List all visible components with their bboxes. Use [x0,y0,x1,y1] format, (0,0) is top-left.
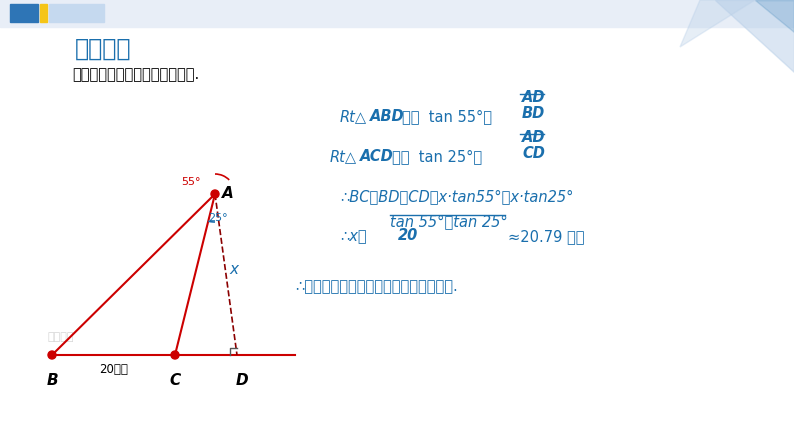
Circle shape [48,351,56,359]
Circle shape [171,351,179,359]
Text: 为师精品: 为师精品 [48,332,75,342]
Text: 你是怎样想的？与同伴进行交流.: 你是怎样想的？与同伴进行交流. [72,67,199,82]
Text: ABD: ABD [370,109,405,124]
Circle shape [211,190,219,198]
Text: ACD: ACD [360,149,394,164]
Bar [10,4,38,22]
Text: 20海里: 20海里 [99,363,128,376]
Text: AD: AD [522,130,545,145]
Text: D: D [236,373,249,388]
Text: ≈20.79 海里: ≈20.79 海里 [508,229,584,244]
Text: x: x [229,262,238,277]
Text: Rt△: Rt△ [340,109,367,124]
Text: 探索新知: 探索新知 [75,37,132,61]
Text: BD: BD [522,106,545,121]
Text: 中，  tan 25°＝: 中， tan 25°＝ [392,149,482,164]
Text: 55°: 55° [181,177,201,187]
Polygon shape [680,0,755,47]
Text: 中，  tan 55°＝: 中， tan 55°＝ [402,109,492,124]
Bar [40,4,47,22]
Text: B: B [46,373,58,388]
Text: Rt△: Rt△ [330,149,357,164]
Text: 25°: 25° [208,213,228,223]
Text: AD: AD [522,90,545,105]
Text: tan 55°－tan 25°: tan 55°－tan 25° [390,214,507,229]
Text: C: C [169,373,180,388]
Bar [49,4,104,22]
Bar [0,0,794,27]
Text: ∴货轮继续向东航行途中没有触礁的危险.: ∴货轮继续向东航行途中没有触礁的危险. [295,279,458,294]
Text: ∴BC＝BD－CD＝x·tan55°－x·tan25°: ∴BC＝BD－CD＝x·tan55°－x·tan25° [340,189,573,204]
Polygon shape [755,0,794,32]
Text: ∴x＝: ∴x＝ [340,229,367,244]
Polygon shape [715,0,794,72]
Text: A: A [222,186,233,202]
Text: CD: CD [522,146,545,161]
Text: 20: 20 [398,228,418,243]
